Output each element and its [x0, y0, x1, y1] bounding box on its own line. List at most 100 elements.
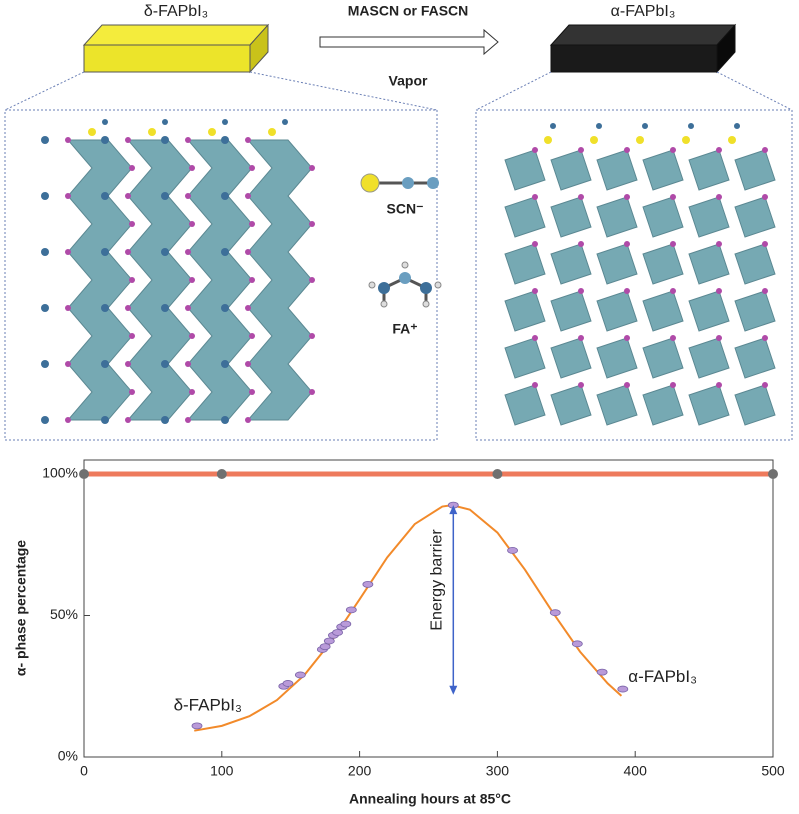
octahedron: [596, 337, 638, 379]
octahedron: [504, 290, 546, 332]
point: [340, 620, 352, 628]
y-tick-label: 0%: [58, 748, 78, 764]
atom-i: [309, 165, 315, 171]
atom-n: [688, 123, 694, 129]
atom-i: [624, 382, 630, 388]
octahedron: [596, 149, 638, 191]
atom-fa: [101, 416, 109, 424]
guide: [475, 71, 552, 111]
atom-i: [189, 277, 195, 283]
atom-fa: [101, 136, 109, 144]
atom-fa: [161, 136, 169, 144]
atom-fa: [41, 304, 49, 312]
atom-s: [88, 128, 96, 136]
atom-i: [125, 417, 131, 423]
atom-i: [532, 382, 538, 388]
octahedron: [596, 196, 638, 238]
octahedron: [688, 290, 730, 332]
atom-s: [682, 136, 690, 144]
atom-i: [578, 147, 584, 153]
octahedra-chain: [126, 139, 193, 421]
atom-i: [185, 249, 191, 255]
octahedra-chain: [66, 139, 133, 421]
atom-i: [189, 389, 195, 395]
point: [596, 668, 608, 676]
atom-i: [309, 221, 315, 227]
atom-i: [65, 305, 71, 311]
atom-n: [550, 123, 556, 129]
atom-i: [670, 382, 676, 388]
octahedron: [642, 290, 684, 332]
point: [79, 469, 89, 479]
octahedra-chain: [186, 139, 253, 421]
arrow-label: MASCN or FASCN: [348, 3, 469, 19]
atom-i: [716, 194, 722, 200]
atom-i: [185, 417, 191, 423]
atom-i: [716, 241, 722, 247]
chart: Annealing hours at 85°C α- phase percent…: [13, 459, 785, 807]
atom-i: [125, 361, 131, 367]
diagram: δ-FAPbI₃ α-FAPbI₃ MASCN or FASCN Vapor S…: [4, 3, 793, 441]
octahedron: [642, 196, 684, 238]
point: [507, 547, 518, 554]
x-tick-label: 500: [761, 763, 785, 779]
point: [617, 685, 629, 693]
octahedron: [596, 384, 638, 426]
atom-i: [762, 382, 768, 388]
atom-s: [360, 173, 380, 193]
atom-fa: [221, 192, 229, 200]
point: [549, 609, 561, 617]
slab-side: [716, 23, 736, 74]
atom-c: [399, 272, 411, 284]
octahedron: [596, 243, 638, 285]
atom-n: [427, 177, 439, 189]
atom-n: [642, 123, 648, 129]
atom-fa: [41, 360, 49, 368]
delta-structure: [41, 119, 315, 424]
atom-i: [185, 361, 191, 367]
atom-fa: [101, 192, 109, 200]
octahedron: [504, 196, 546, 238]
atom-i: [762, 241, 768, 247]
atom-i: [129, 389, 135, 395]
atom-i: [716, 147, 722, 153]
atom-h: [422, 300, 430, 308]
octahedron: [504, 243, 546, 285]
atom-i: [129, 221, 135, 227]
atom-i: [245, 305, 251, 311]
atom-i: [670, 194, 676, 200]
atom-i: [245, 249, 251, 255]
atom-i: [670, 335, 676, 341]
octahedron: [596, 290, 638, 332]
atom-s: [590, 136, 598, 144]
atom-i: [532, 194, 538, 200]
atom-h: [401, 261, 409, 269]
atom-i: [716, 288, 722, 294]
atom-i: [578, 382, 584, 388]
atom-fa: [101, 360, 109, 368]
atom-i: [578, 241, 584, 247]
arrow-head: [449, 505, 458, 515]
y-axis-label: α- phase percentage: [13, 540, 29, 676]
x-tick-label: 400: [624, 763, 648, 779]
atom-i: [624, 147, 630, 153]
y-tick-label: 100%: [42, 465, 78, 481]
x-tick-label: 200: [348, 763, 372, 779]
slab-yellow: [83, 44, 251, 73]
guide: [716, 71, 793, 111]
arrow-label: Vapor: [389, 73, 428, 89]
y-tick-label: 50%: [50, 606, 78, 622]
atom-c: [402, 177, 414, 189]
atom-i: [670, 241, 676, 247]
atom-fa: [221, 136, 229, 144]
plot-frame: [83, 459, 774, 758]
atom-i: [189, 165, 195, 171]
atom-i: [578, 335, 584, 341]
octahedron: [550, 337, 592, 379]
atom-i: [309, 333, 315, 339]
atom-h: [380, 300, 388, 308]
octahedron: [504, 337, 546, 379]
point: [319, 643, 331, 651]
point: [191, 722, 203, 730]
